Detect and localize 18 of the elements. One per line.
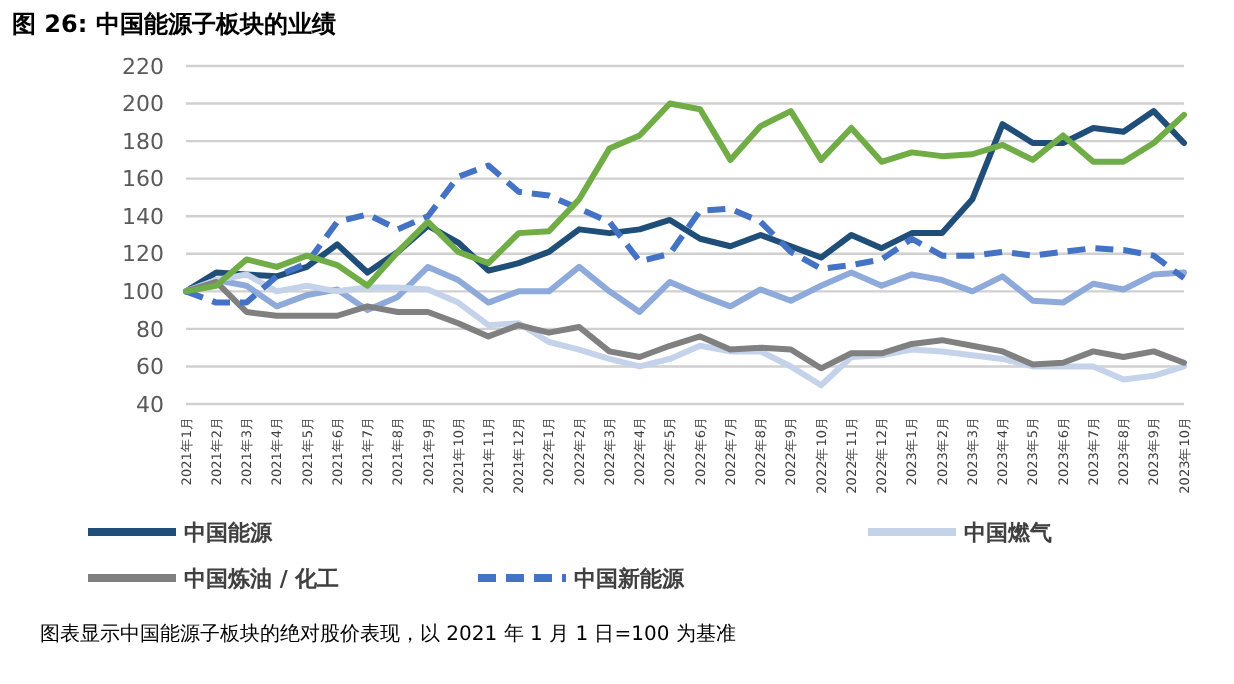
y-tick-label: 140	[122, 203, 164, 230]
y-tick-label: 180	[122, 128, 164, 155]
legend-label: 中国新能源	[574, 565, 686, 592]
chart-title: 图 26: 中国能源子板块的业绩	[12, 10, 336, 38]
y-tick-label: 220	[122, 53, 164, 80]
y-tick-label: 60	[136, 354, 164, 381]
text: 图表显示中国能源子板块的绝对股价表现，以 2021 年 1 月 1 日=100 为基准	[40, 622, 736, 646]
line-series	[183, 278, 1187, 372]
y-tick-label: 40	[136, 391, 164, 418]
y-tick-label: 200	[122, 91, 164, 118]
legend-label: 中国炼油 / 化工	[184, 565, 340, 592]
y-tick-label: 80	[136, 316, 164, 343]
y-tick-label: 160	[122, 166, 164, 193]
legend-label: 中国能源	[184, 519, 274, 546]
line-series	[183, 162, 1187, 306]
y-tick-label: 100	[122, 279, 164, 306]
legend-label: 中国燃气	[964, 519, 1052, 546]
y-tick-label: 120	[122, 241, 164, 268]
